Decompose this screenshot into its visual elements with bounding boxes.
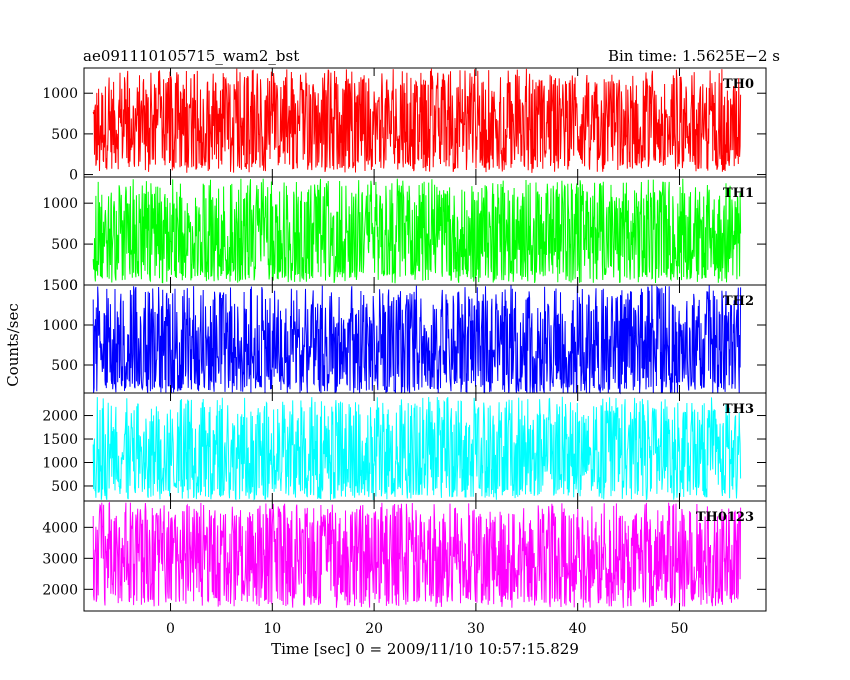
y-tick-label-th3: 1500 [42, 432, 78, 448]
panel-label-th2: TH2 [723, 294, 754, 309]
y-tick-label-th1: 0 [69, 278, 78, 294]
series-th1 [92, 178, 742, 284]
y-tick-label-th2: 1500 [42, 278, 78, 294]
series-th2 [92, 285, 742, 395]
y-tick-label-th3: 1000 [42, 455, 78, 471]
chart-title: ae091110105715_wam2_bst [83, 47, 299, 65]
y-tick-label-th0: 500 [51, 127, 78, 143]
series-th0123 [92, 501, 742, 608]
y-tick-label-th3: 500 [51, 479, 78, 495]
x-tick-label: 20 [365, 621, 383, 637]
y-tick-label-th1: 500 [51, 237, 78, 253]
y-tick-label-th0: 1000 [42, 86, 78, 102]
panel-label-th3: TH3 [723, 402, 754, 417]
panels-group: 05001000TH005001000TH115005001000TH25001… [42, 67, 767, 637]
y-tick-label-th3: 2000 [42, 409, 78, 425]
panel-label-th0123: TH0123 [696, 510, 754, 525]
y-tick-label-th1: 1000 [42, 196, 78, 212]
y-tick-label-th0123: 2000 [42, 582, 78, 598]
chart-subtitle: Bin time: 1.5625E−2 s [608, 47, 780, 65]
series-th3 [92, 396, 742, 501]
x-tick-label: 0 [166, 621, 175, 637]
y-tick-label-th0: 0 [69, 168, 78, 184]
x-tick-label: 30 [467, 621, 485, 637]
x-tick-label: 10 [263, 621, 281, 637]
panel-frame-th0123 [83, 500, 767, 612]
y-tick-label-th2: 500 [51, 358, 78, 374]
y-axis-label: Counts/sec [4, 303, 22, 387]
x-tick-label: 40 [569, 621, 587, 637]
x-axis-label: Time [sec] 0 = 2009/11/10 10:57:15.829 [271, 640, 579, 658]
panel-label-th0: TH0 [723, 77, 754, 92]
y-tick-label-th2: 1000 [42, 318, 78, 334]
series-th0 [92, 68, 742, 173]
x-tick-label: 50 [671, 621, 689, 637]
y-tick-label-th0123: 4000 [42, 520, 78, 536]
panel-label-th1: TH1 [723, 186, 754, 201]
y-tick-label-th0123: 3000 [42, 551, 78, 567]
